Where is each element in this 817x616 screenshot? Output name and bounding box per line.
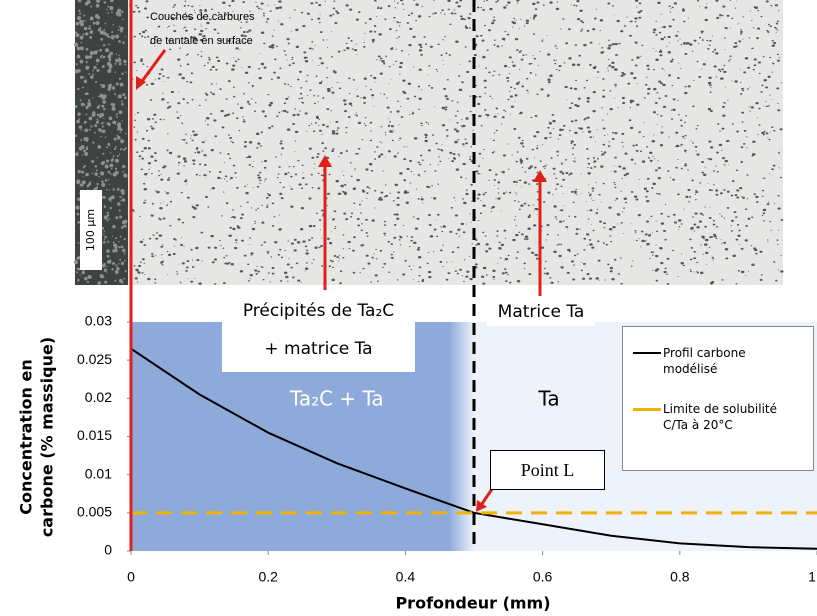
arrow-head	[318, 155, 332, 167]
y-tick-label: 0.02	[85, 389, 112, 405]
x-tick-label: 0.2	[258, 569, 278, 585]
y-tick-label: 0	[104, 542, 112, 558]
surface-label: de tantale en surface	[150, 35, 253, 47]
y-tick-label: 0.015	[77, 427, 112, 443]
y-tick-label: 0.03	[85, 313, 112, 329]
y-tick-label: 0.01	[85, 465, 112, 481]
x-tick-label: 0.6	[533, 569, 553, 585]
scale-bar	[80, 190, 102, 270]
zone-label: Précipités de Ta₂C + matrice Ta	[222, 290, 415, 372]
series-line	[130, 347, 817, 550]
arrow-head	[476, 499, 487, 512]
point-label: Point L	[490, 450, 605, 490]
y-tick-label: 0.005	[77, 504, 112, 520]
x-axis-title: Profondeur (mm)	[395, 594, 550, 613]
y-tick-label: 0.025	[77, 351, 112, 367]
x-tick-label: 1	[808, 569, 816, 585]
y-axis-title: Concentration en	[17, 359, 36, 515]
region-label: Ta	[537, 387, 559, 411]
zone-label-line: Précipités de Ta₂C	[242, 301, 395, 321]
x-tick-label: 0	[127, 569, 135, 585]
micrograph	[75, 0, 783, 285]
y-axis-title: carbone (% massique)	[38, 337, 57, 537]
legend-swatch	[633, 408, 661, 411]
arrow-head	[533, 170, 547, 182]
legend-swatch	[633, 352, 661, 354]
legend: Profil carbone modélisé Limite de solubil…	[622, 326, 814, 471]
surface-label: Couches de carbures	[150, 11, 255, 23]
x-tick-label: 0.8	[670, 569, 690, 585]
scale-bar-label: 100 µm	[84, 209, 97, 251]
legend-label: Profil carbone modélisé	[663, 346, 746, 376]
x-tick-label: 0.4	[396, 569, 416, 585]
micrograph-texture	[128, 0, 784, 285]
legend-label: Limite de solubilité C/Ta à 20°C	[663, 402, 777, 432]
micrograph-arrow	[138, 49, 167, 85]
region-label: Ta₂C + Ta	[289, 387, 384, 411]
arrow-head	[136, 76, 146, 90]
zone-label-line: + matrice Ta	[264, 339, 373, 359]
surface-texture	[73, 0, 128, 285]
matrix-label: Matrice Ta	[487, 296, 595, 326]
region-fade	[449, 322, 474, 551]
